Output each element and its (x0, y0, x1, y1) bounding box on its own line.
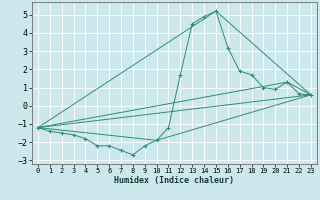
X-axis label: Humidex (Indice chaleur): Humidex (Indice chaleur) (115, 176, 234, 185)
